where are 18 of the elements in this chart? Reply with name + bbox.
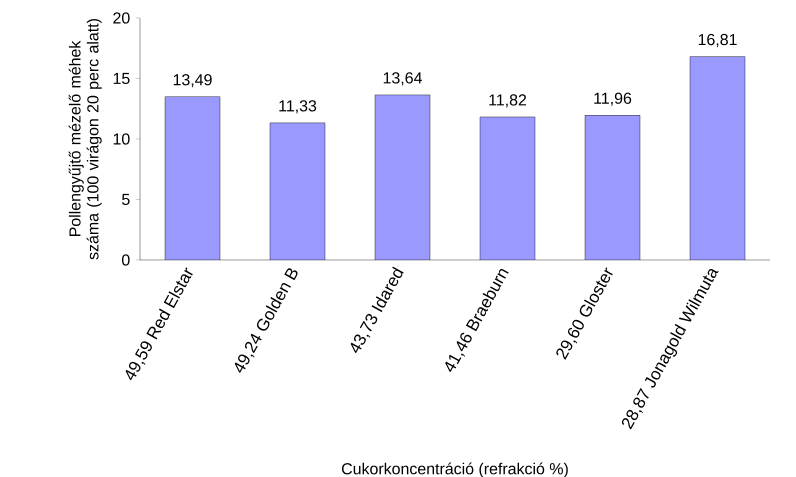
- y-tick-label: 0: [122, 254, 130, 266]
- y-tick-label: 20: [113, 12, 130, 24]
- y-axis-title: Pollengyűjtő mézelő méhek száma (100 virágon 20 perc alatt): [68, 19, 102, 260]
- bar: [690, 56, 746, 260]
- data-label: 13,64: [384, 72, 422, 86]
- bar: [270, 122, 326, 260]
- bar: [480, 116, 536, 260]
- data-label: 11,33: [279, 100, 316, 114]
- y-tick-label: 10: [114, 133, 130, 145]
- bar: [585, 115, 640, 260]
- data-label: 16,81: [698, 34, 737, 48]
- y-tick-label: 15: [114, 72, 130, 84]
- data-label: 13,49: [174, 74, 212, 88]
- bar: [165, 96, 220, 260]
- y-tick-label: 5: [122, 194, 130, 206]
- bar: [375, 94, 430, 260]
- data-label: 11,96: [594, 92, 632, 106]
- data-label: 11,82: [489, 94, 526, 108]
